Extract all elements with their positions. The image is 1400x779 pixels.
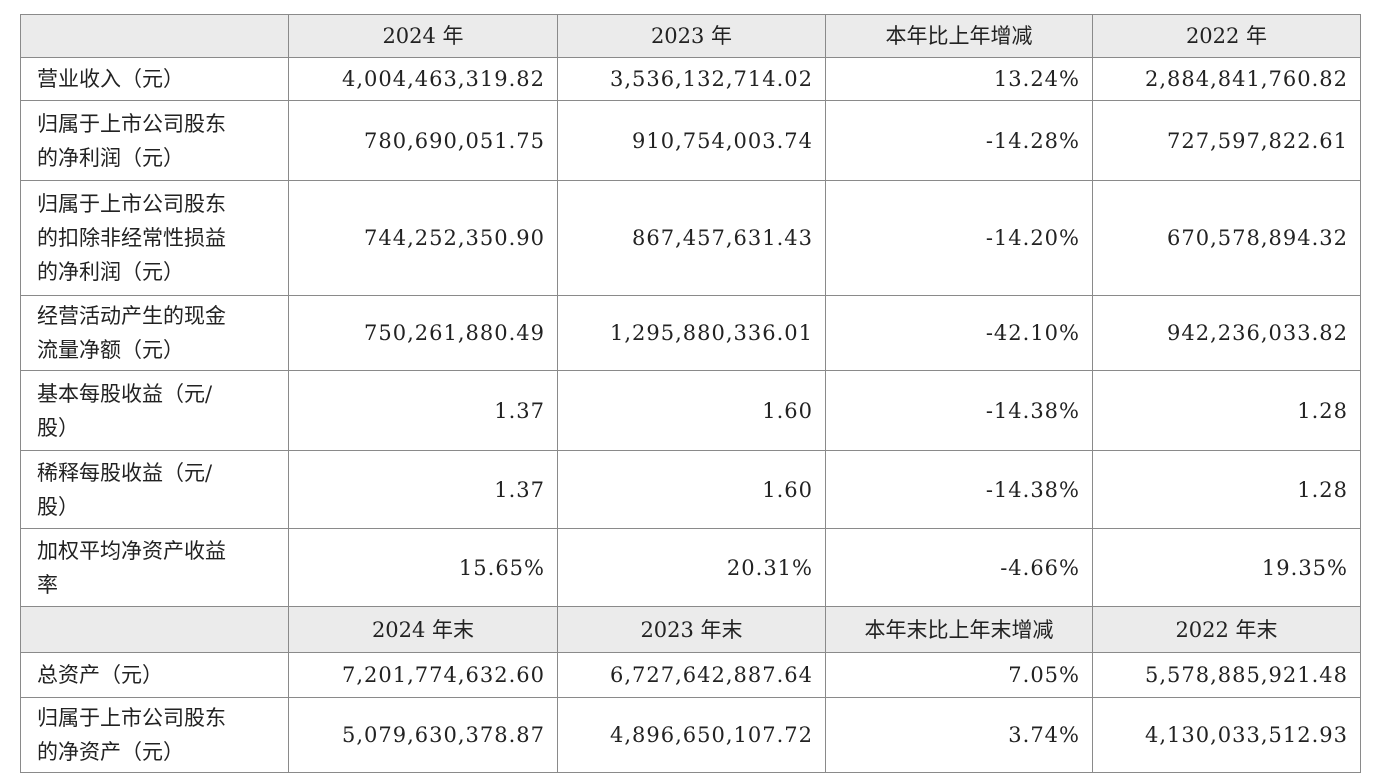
label-line: 的净利润（元） [37,260,184,284]
data-row: 加权平均净资产收益率 15.65% 20.31% -4.66% 19.35% [20,528,1361,607]
row-label: 归属于上市公司股东 的净资产（元） [20,697,289,773]
row-label: 总资产（元） [20,652,289,698]
label-line: 流量净额（元） [37,338,184,362]
value-cell: 20.31% [557,528,826,607]
row-label: 基本每股收益（元/股） [20,370,289,451]
label-line: 归属于上市公司股东 [37,706,226,730]
data-row: 营业收入（元） 4,004,463,319.82 3,536,132,714.02 1… [20,57,1361,101]
label-line: 营业收入（元） [37,67,184,91]
value-cell: 4,004,463,319.82 [288,57,558,101]
value-cell: 2,884,841,760.82 [1092,57,1361,101]
row-label: 归属于上市公司股东 的扣除非经常性损益 的净利润（元） [20,180,289,296]
value-cell: 15.65% [288,528,558,607]
row-label: 加权平均净资产收益率 [20,528,289,607]
label-line: 的扣除非经常性损益 [37,226,226,250]
label-line: 股） [37,415,79,440]
data-row: 归属于上市公司股东 的扣除非经常性损益 的净利润（元） 744,252,350.90 8… [20,180,1361,296]
value-cell: 7,201,774,632.60 [288,652,558,698]
header-cell: 本年末比上年末增减 [825,606,1093,653]
label-line: 经营活动产生的现金 [37,304,226,328]
value-cell: 6,727,642,887.64 [557,652,826,698]
header-row: 2024 年末 2023 年末 本年末比上年末增减 2022 年末 [20,606,1361,653]
data-row: 经营活动产生的现金 流量净额（元） 750,261,880.49 1,295,880,… [20,295,1361,371]
label-line: 率 [37,572,58,597]
label-line: 稀释每股收益（元/ [37,460,213,485]
value-cell: 5,079,630,378.87 [288,697,558,773]
value-cell: 3.74% [825,697,1093,773]
label-line: 股） [37,494,79,519]
label-line: 的净利润（元） [37,145,184,170]
header-cell: 2022 年 [1092,14,1361,58]
label-line: 归属于上市公司股东 [37,111,226,136]
value-cell: 19.35% [1092,528,1361,607]
value-cell: 780,690,051.75 [288,100,558,181]
value-cell: -14.38% [825,450,1093,529]
data-row: 归属于上市公司股东 的净资产（元） 5,079,630,378.87 4,896,65… [20,697,1361,773]
value-cell: 750,261,880.49 [288,295,558,371]
header-cell: 2022 年末 [1092,606,1361,653]
header-cell: 本年比上年增减 [825,14,1093,58]
value-cell: 942,236,033.82 [1092,295,1361,371]
value-cell: -4.66% [825,528,1093,607]
data-row: 归属于上市公司股东 的净利润（元） 780,690,051.75 910,754,00… [20,100,1361,181]
header-cell: 2023 年末 [557,606,826,653]
label-line: 基本每股收益（元/ [37,381,213,406]
value-cell: -14.38% [825,370,1093,451]
value-cell: 910,754,003.74 [557,100,826,181]
value-cell: 4,130,033,512.93 [1092,697,1361,773]
value-cell: -14.28% [825,100,1093,181]
value-cell: -42.10% [825,295,1093,371]
value-cell: 7.05% [825,652,1093,698]
value-cell: 3,536,132,714.02 [557,57,826,101]
header-cell [20,606,289,653]
row-label: 经营活动产生的现金 流量净额（元） [20,295,289,371]
data-row: 稀释每股收益（元/股） 1.37 1.60 -14.38% 1.28 [20,450,1361,529]
value-cell: 5,578,885,921.48 [1092,652,1361,698]
value-cell: 670,578,894.32 [1092,180,1361,296]
value-cell: 1.28 [1092,370,1361,451]
row-label: 归属于上市公司股东 的净利润（元） [20,100,289,181]
value-cell: 867,457,631.43 [557,180,826,296]
value-cell: 1.60 [557,450,826,529]
value-cell: 13.24% [825,57,1093,101]
value-cell: 1.37 [288,370,558,451]
value-cell: 4,896,650,107.72 [557,697,826,773]
value-cell: 727,597,822.61 [1092,100,1361,181]
header-cell: 2024 年 [288,14,558,58]
label-line: 总资产（元） [37,663,163,687]
row-label: 稀释每股收益（元/股） [20,450,289,529]
value-cell: 1.28 [1092,450,1361,529]
value-cell: 1,295,880,336.01 [557,295,826,371]
header-row: 2024 年 2023 年本年比上年增减 2022 年 [20,14,1361,58]
label-line: 的净资产（元） [37,740,184,764]
label-line: 加权平均净资产收益 [37,538,226,563]
value-cell: 744,252,350.90 [288,180,558,296]
value-cell: -14.20% [825,180,1093,296]
value-cell: 1.37 [288,450,558,529]
header-cell [20,14,289,58]
financial-table: 2024 年 2023 年本年比上年增减 2022 年营业收入（元） 4,004,46… [20,14,1361,773]
value-cell: 1.60 [557,370,826,451]
label-line: 归属于上市公司股东 [37,192,226,216]
data-row: 总资产（元） 7,201,774,632.60 6,727,642,887.64 7.… [20,652,1361,698]
header-cell: 2023 年 [557,14,826,58]
header-cell: 2024 年末 [288,606,558,653]
row-label: 营业收入（元） [20,57,289,101]
data-row: 基本每股收益（元/股） 1.37 1.60 -14.38% 1.28 [20,370,1361,451]
